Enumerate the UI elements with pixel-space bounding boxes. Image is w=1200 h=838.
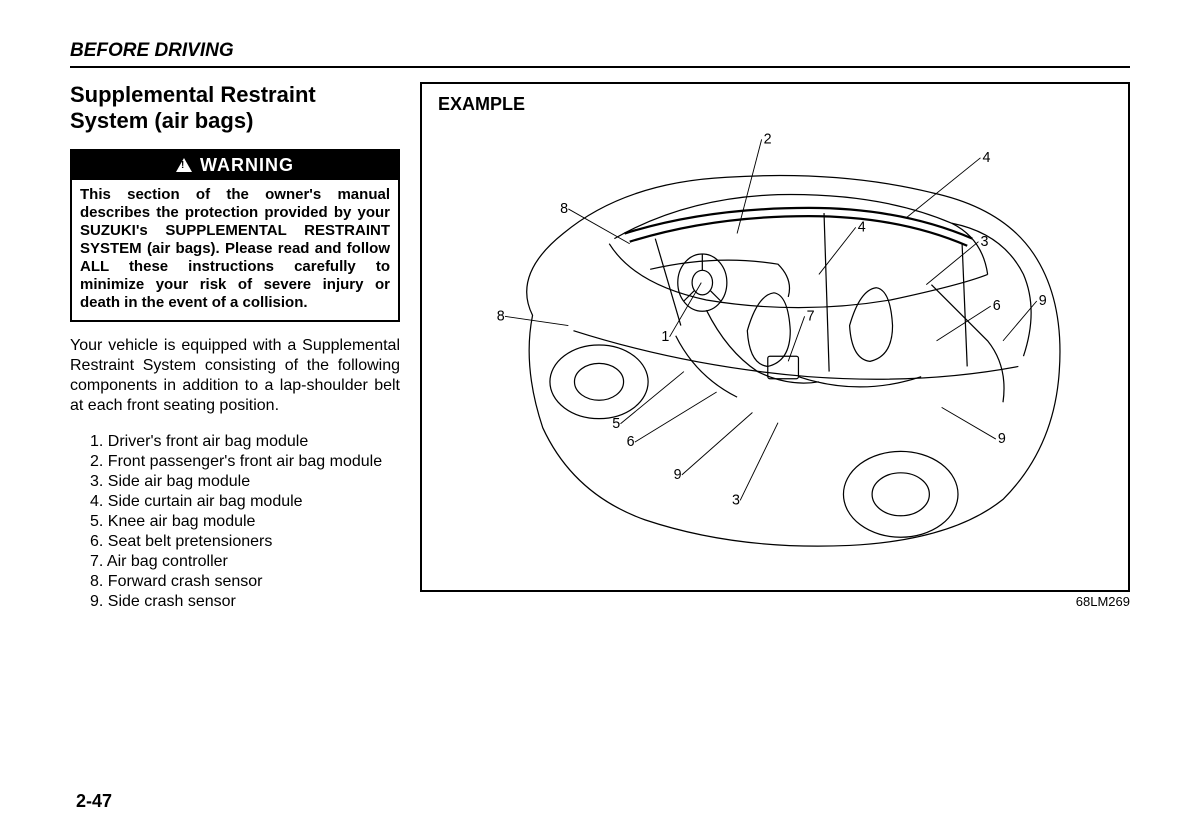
page-title: Supplemental Restraint System (air bags)	[70, 82, 400, 135]
list-item: 8. Forward crash sensor	[90, 572, 400, 592]
intro-text: Your vehicle is equipped with a Suppleme…	[70, 336, 400, 416]
warning-header: WARNING	[72, 151, 398, 180]
warning-body: This section of the owner's manual descr…	[72, 180, 398, 320]
list-item: 5. Knee air bag module	[90, 512, 400, 532]
vehicle-diagram: 248438176956993	[438, 121, 1118, 571]
warning-triangle-icon	[176, 158, 192, 172]
callout-label: 9	[674, 467, 682, 483]
callout-label: 9	[998, 431, 1006, 447]
list-item: 7. Air bag controller	[90, 552, 400, 572]
callout-label: 8	[497, 308, 505, 324]
callout-label: 6	[627, 434, 635, 450]
warning-label: WARNING	[200, 155, 294, 176]
callout-label: 5	[612, 416, 620, 432]
right-column: EXAMPLE	[420, 82, 1130, 612]
example-frame: EXAMPLE	[420, 82, 1130, 592]
components-list: 1. Driver's front air bag module2. Front…	[70, 432, 400, 612]
callout-label: 6	[993, 298, 1001, 314]
page-number: 2-47	[76, 791, 112, 812]
list-item: 1. Driver's front air bag module	[90, 432, 400, 452]
warning-box: WARNING This section of the owner's manu…	[70, 149, 400, 322]
callout-label: 4	[983, 150, 991, 166]
callout-label: 4	[858, 219, 866, 235]
callout-label: 1	[661, 329, 669, 345]
callout-label: 3	[981, 234, 989, 250]
example-label: EXAMPLE	[438, 94, 1118, 115]
content-row: Supplemental Restraint System (air bags)…	[70, 82, 1130, 612]
callout-label: 8	[560, 201, 568, 217]
list-item: 2. Front passenger's front air bag modul…	[90, 452, 400, 472]
callout-label: 7	[807, 308, 815, 324]
callout-label: 2	[764, 132, 772, 148]
list-item: 3. Side air bag module	[90, 472, 400, 492]
callout-label: 9	[1039, 293, 1047, 309]
list-item: 4. Side curtain air bag module	[90, 492, 400, 512]
divider	[70, 66, 1130, 68]
list-item: 6. Seat belt pretensioners	[90, 532, 400, 552]
left-column: Supplemental Restraint System (air bags)…	[70, 82, 400, 612]
figure-code: 68LM269	[420, 594, 1130, 609]
list-item: 9. Side crash sensor	[90, 592, 400, 612]
callout-label: 3	[732, 493, 740, 509]
section-header: BEFORE DRIVING	[70, 40, 1130, 62]
